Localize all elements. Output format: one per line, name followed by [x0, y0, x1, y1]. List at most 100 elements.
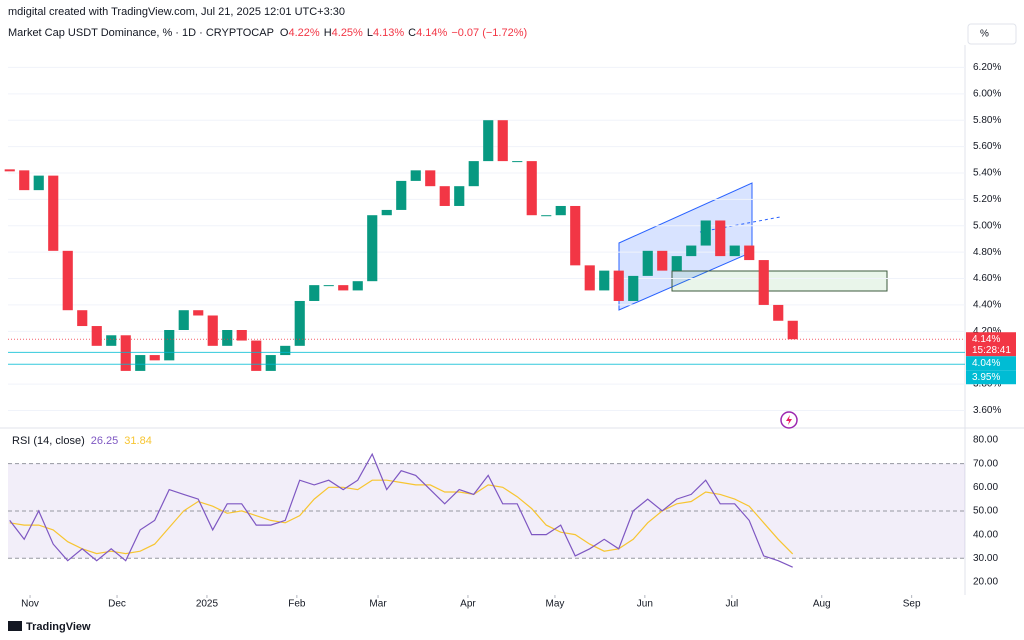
- candle: [628, 275, 639, 301]
- candle: [787, 320, 798, 340]
- x-tick-label: Mar: [369, 599, 387, 610]
- ohlc-value: 4.13%: [373, 27, 404, 39]
- x-tick-label: Jun: [637, 599, 653, 610]
- y-tick-label: 50.00: [973, 506, 998, 517]
- candle: [294, 300, 305, 346]
- y-tick-label: 5.00%: [973, 220, 1001, 231]
- price-tag: [966, 356, 1016, 371]
- candle: [193, 310, 204, 316]
- candle: [410, 170, 421, 181]
- logo-mark: [8, 621, 22, 631]
- candle: [773, 304, 784, 321]
- y-tick-label: 60.00: [973, 482, 998, 493]
- candle: [207, 315, 218, 346]
- candle: [715, 220, 726, 257]
- y-tick-label: 6.00%: [973, 88, 1001, 99]
- y-tick-label: 5.20%: [973, 194, 1001, 205]
- candle: [135, 355, 146, 371]
- ohlc-key: L: [367, 27, 373, 39]
- y-tick-label: 4.40%: [973, 300, 1001, 311]
- candle: [309, 285, 320, 301]
- candle: [425, 170, 436, 187]
- symbol: Market Cap USDT Dominance, % · 1D · CRYP…: [8, 27, 274, 39]
- x-tick-label: Sep: [903, 599, 921, 610]
- y-tick-label: 5.40%: [973, 168, 1001, 179]
- x-tick-label: Nov: [21, 599, 39, 610]
- candle: [251, 340, 262, 371]
- y-tick-label: 4.80%: [973, 247, 1001, 258]
- candle: [526, 161, 537, 216]
- y-tick-label: 3.60%: [973, 405, 1001, 416]
- candle: [758, 260, 769, 305]
- candle: [584, 265, 595, 291]
- event-bolt: [786, 415, 792, 425]
- candle: [77, 310, 88, 327]
- candle: [744, 245, 755, 261]
- candle: [512, 161, 523, 163]
- x-tick-label: Jul: [725, 599, 738, 610]
- price-tag: [966, 332, 1016, 357]
- y-tick-label: 80.00: [973, 435, 998, 446]
- candle: [555, 205, 566, 216]
- y-tick-label: 6.20%: [973, 62, 1001, 73]
- y-tick-label: 5.60%: [973, 141, 1001, 152]
- candle: [657, 250, 668, 271]
- candle: [352, 281, 363, 291]
- x-tick-label: Dec: [108, 599, 126, 610]
- candle: [120, 335, 131, 371]
- legend-value: 31.84: [124, 435, 152, 447]
- candle: [280, 345, 291, 356]
- rsi-line: [9, 452, 793, 568]
- candle: [454, 186, 465, 206]
- price-tag-label: 4.04%: [972, 358, 1000, 369]
- x-tick-label: May: [545, 599, 564, 610]
- y-tick-label: 4.20%: [973, 326, 1001, 337]
- y-tick-label: 20.00: [973, 577, 998, 588]
- price-tag: [966, 370, 1016, 385]
- candle: [48, 175, 59, 251]
- candle: [468, 161, 479, 187]
- candle: [236, 330, 247, 341]
- logo-text: TradingView: [26, 621, 91, 633]
- candle: [265, 355, 276, 371]
- candle: [222, 330, 233, 346]
- y-tick-label: 70.00: [973, 458, 998, 469]
- ohlc-value: 4.22%: [288, 27, 319, 39]
- candle: [700, 220, 711, 246]
- candle: [381, 209, 392, 216]
- candle: [613, 270, 624, 301]
- candle: [642, 250, 653, 276]
- candle: [439, 186, 450, 206]
- candle: [106, 335, 117, 346]
- y-tick-label: 5.80%: [973, 115, 1001, 126]
- x-tick-label: Aug: [813, 599, 831, 610]
- candle: [570, 205, 581, 266]
- y-tick-label: 30.00: [973, 553, 998, 564]
- scale-button[interactable]: [967, 23, 1017, 45]
- candle: [178, 310, 189, 330]
- candle: [541, 215, 552, 217]
- channel-extension: [699, 216, 781, 233]
- y-tick-label: 3.80%: [973, 379, 1001, 390]
- logo: TradingView: [8, 621, 91, 633]
- y-tick-label: 40.00: [973, 529, 998, 540]
- credit: mdigital created with TradingView.com, J…: [8, 6, 345, 18]
- x-tick-label: 2025: [196, 599, 219, 610]
- candle: [497, 120, 508, 162]
- legend-value: 26.25: [91, 435, 119, 447]
- candle: [338, 285, 349, 291]
- candle: [19, 170, 30, 191]
- scale-button-label[interactable]: %: [980, 29, 989, 40]
- price-tag-label: 4.14%: [972, 334, 1000, 345]
- symbol-header: Market Cap USDT Dominance, % · 1D · CRYP…: [8, 27, 527, 39]
- change: −0.07 (−1.72%): [451, 27, 527, 39]
- candle: [33, 175, 44, 191]
- candle: [91, 326, 102, 346]
- pane-title: RSI (14, close) 26.25 31.84: [12, 435, 152, 447]
- x-tick-label: Apr: [460, 599, 476, 610]
- zone-box: [671, 270, 888, 292]
- candle: [62, 250, 73, 311]
- candle: [164, 330, 175, 361]
- candle: [686, 245, 697, 257]
